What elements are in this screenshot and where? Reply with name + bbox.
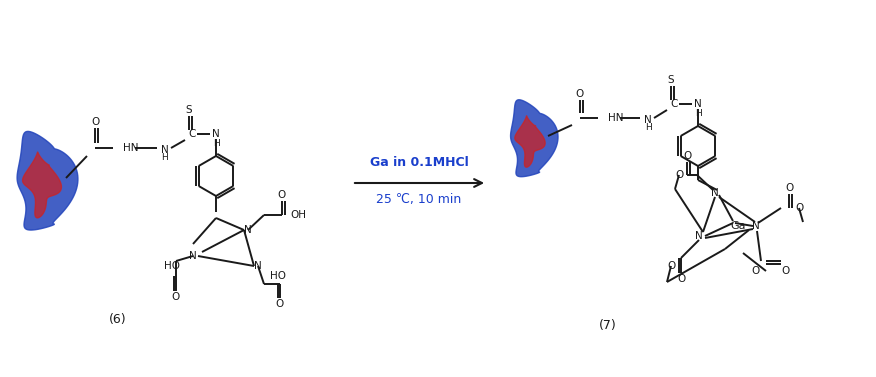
- Text: O: O: [276, 299, 284, 309]
- Text: N: N: [254, 261, 262, 271]
- Text: S: S: [668, 75, 675, 85]
- Text: H: H: [162, 153, 168, 162]
- Polygon shape: [511, 100, 558, 177]
- Text: N: N: [212, 129, 220, 139]
- Text: O: O: [172, 292, 180, 302]
- Text: HN: HN: [123, 143, 138, 153]
- Text: N: N: [694, 99, 702, 109]
- Text: H: H: [645, 124, 652, 132]
- Text: O: O: [667, 261, 675, 271]
- Text: N: N: [711, 188, 719, 198]
- Text: N: N: [161, 145, 169, 155]
- Text: OH: OH: [290, 210, 306, 220]
- Text: O: O: [683, 151, 691, 161]
- Text: O: O: [785, 183, 793, 193]
- Text: Ga in 0.1MHCl: Ga in 0.1MHCl: [370, 156, 469, 170]
- Text: O: O: [782, 266, 790, 276]
- Text: Ga: Ga: [731, 221, 745, 231]
- Text: HO: HO: [164, 261, 180, 271]
- Text: C: C: [188, 129, 195, 139]
- Text: N: N: [644, 115, 652, 125]
- Text: (6): (6): [110, 314, 127, 326]
- Text: N: N: [696, 231, 703, 241]
- Text: HN: HN: [608, 113, 624, 123]
- Text: O: O: [278, 190, 286, 200]
- Text: O: O: [795, 203, 803, 213]
- Text: O: O: [752, 266, 760, 276]
- Text: O: O: [576, 89, 584, 99]
- Text: C: C: [670, 99, 678, 109]
- Text: N: N: [244, 225, 252, 235]
- Text: 25 ℃, 10 min: 25 ℃, 10 min: [377, 193, 462, 207]
- Polygon shape: [18, 132, 78, 230]
- Text: (7): (7): [599, 319, 617, 331]
- Text: N: N: [752, 221, 759, 231]
- Text: S: S: [186, 105, 193, 115]
- Text: O: O: [92, 117, 100, 127]
- Text: N: N: [189, 251, 197, 261]
- Polygon shape: [23, 152, 61, 218]
- Polygon shape: [515, 116, 545, 167]
- Text: O: O: [677, 274, 685, 284]
- Text: H: H: [213, 138, 219, 147]
- Text: O: O: [675, 170, 683, 180]
- Text: H: H: [695, 109, 702, 118]
- Text: HO: HO: [270, 271, 286, 281]
